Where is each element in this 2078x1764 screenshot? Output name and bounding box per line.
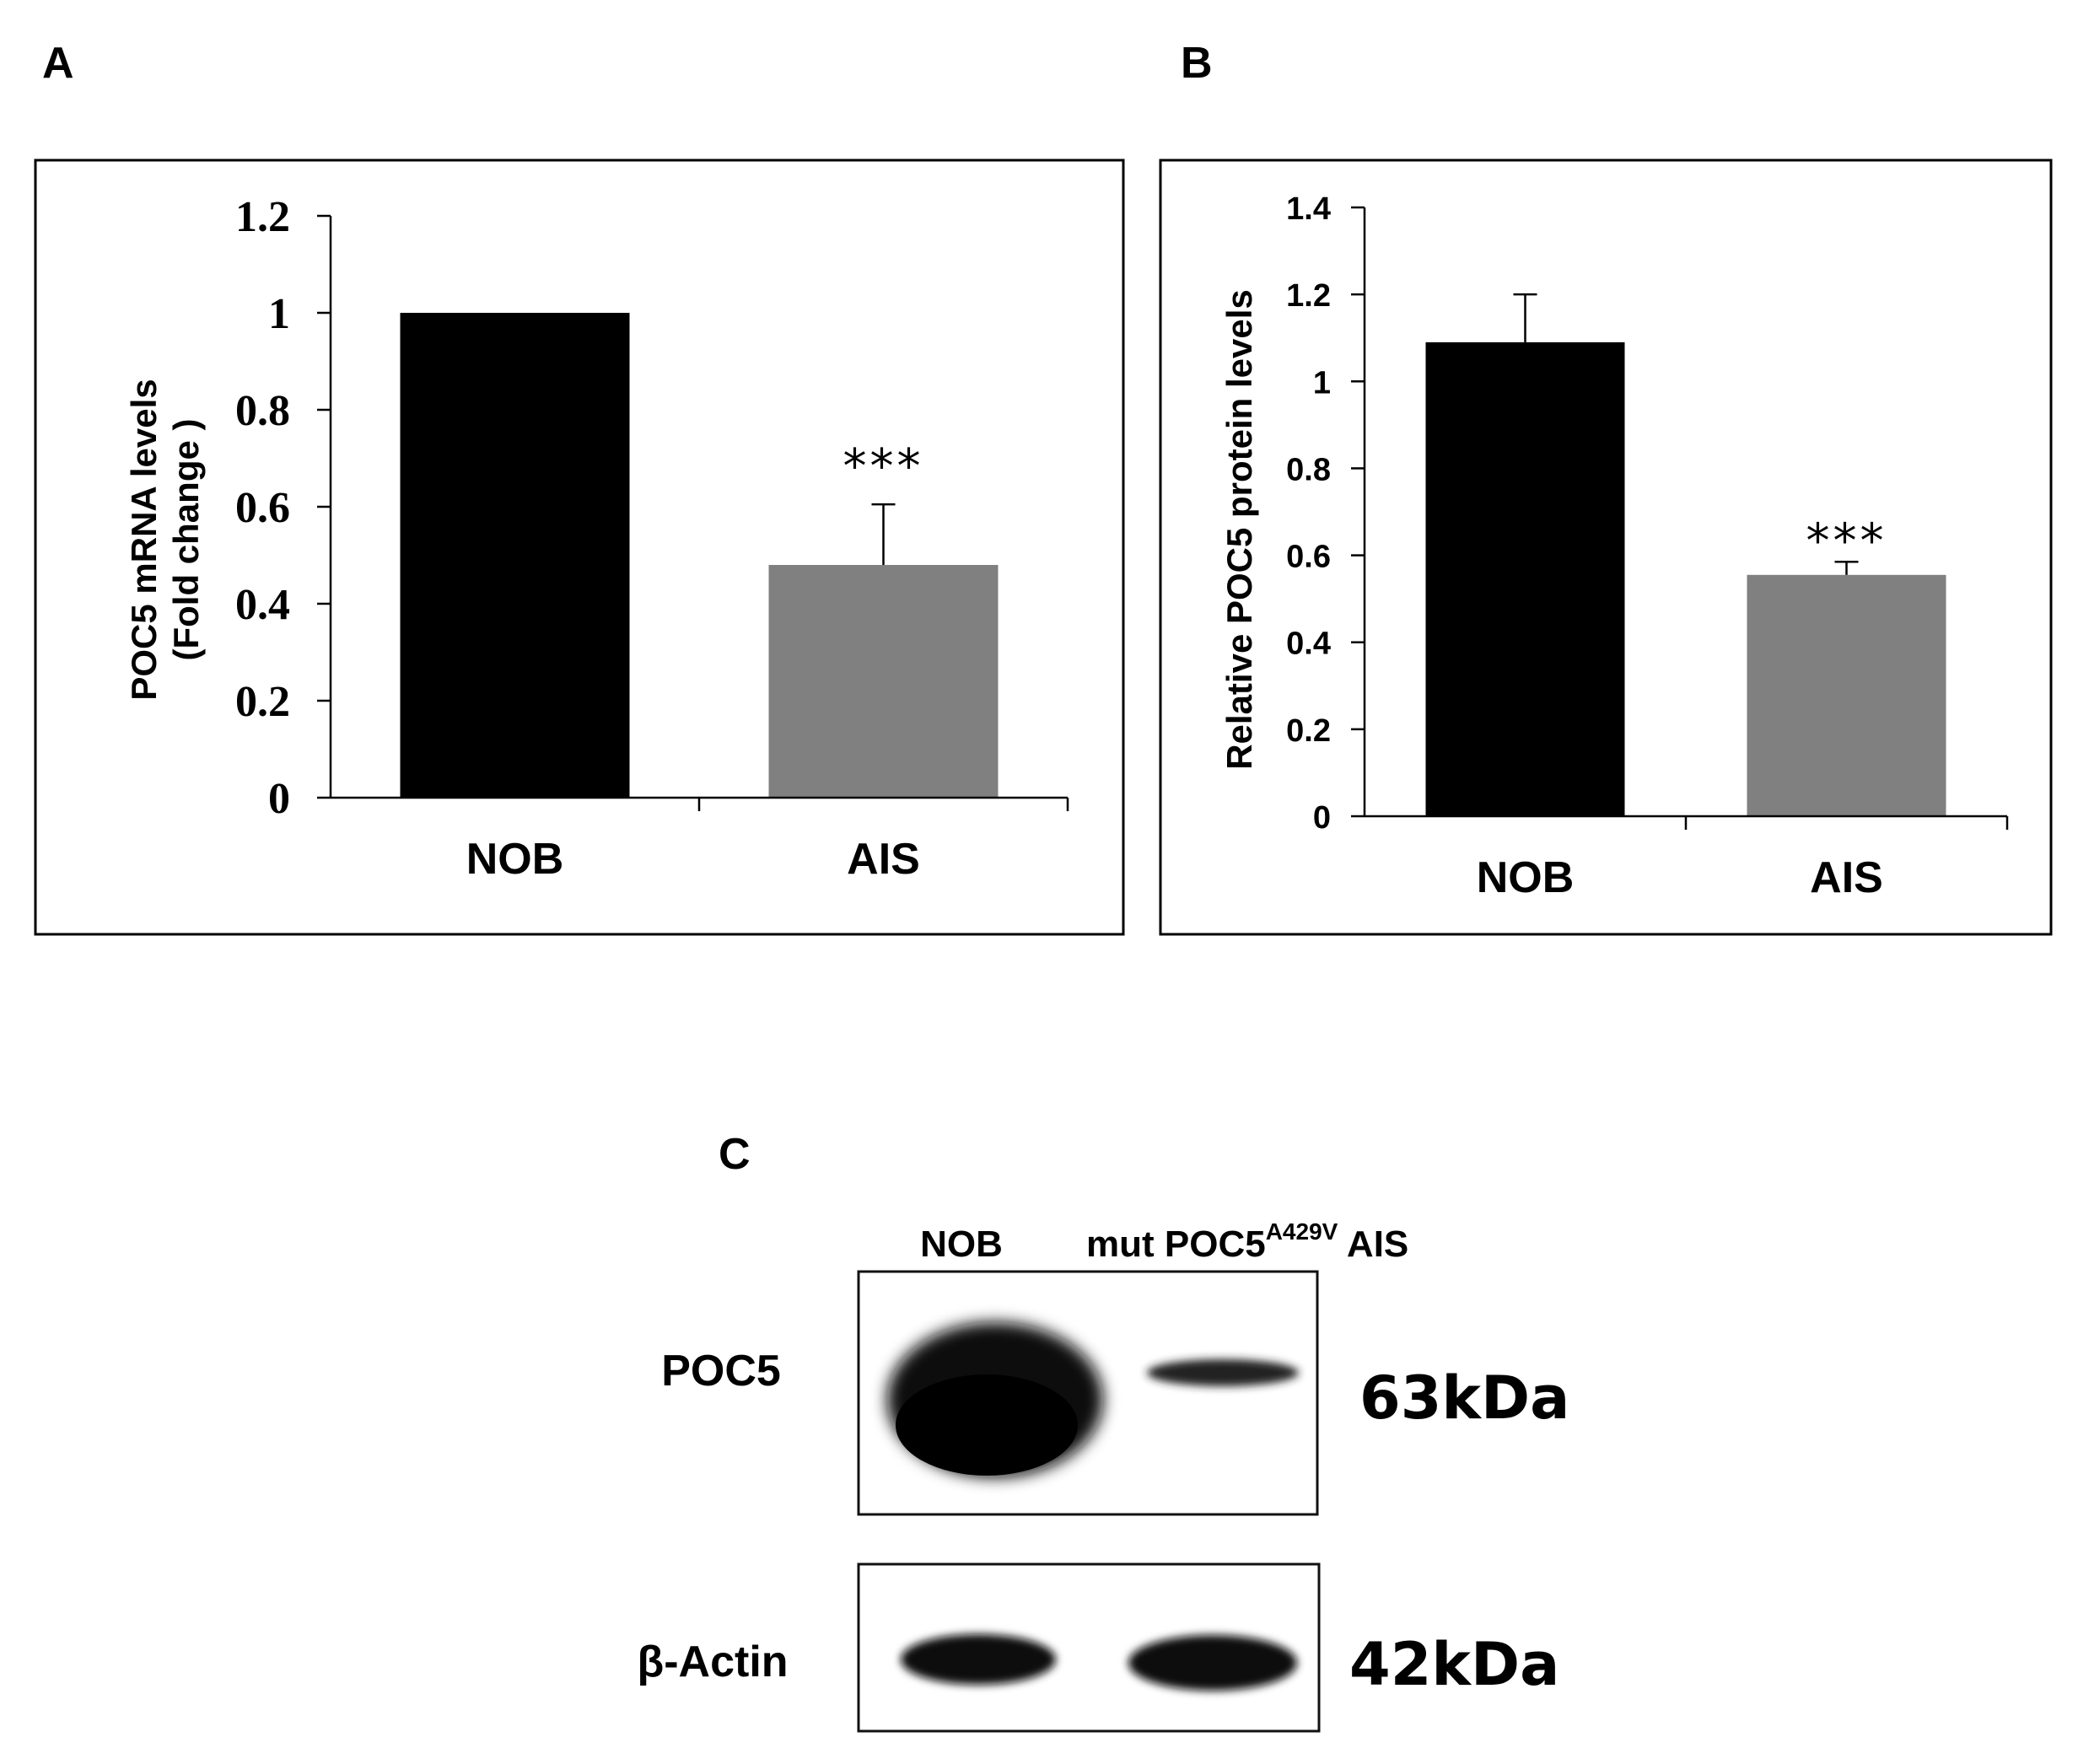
- chart-1-significance-1: ***: [1806, 514, 1887, 568]
- blot-poc5-band-ais: [1147, 1359, 1299, 1386]
- chart-1-xtick-1: AIS: [1810, 853, 1883, 902]
- chart-1-bar-0: [1425, 342, 1625, 816]
- blot-poc5-band-nob: [887, 1322, 1103, 1477]
- chart-1-ytick-2: 0.4: [1286, 627, 1331, 662]
- chart-0-ytick-1: 0.2: [235, 678, 290, 726]
- panel-b-ylabel: Relative POC5 protein levels: [1219, 289, 1259, 770]
- chart-0-ytick-4: 0.8: [235, 387, 290, 435]
- blot-actin-band-nob: [901, 1634, 1056, 1685]
- chart-1-ytick-4: 0.8: [1286, 452, 1331, 487]
- panel-b-letter: B: [1181, 39, 1213, 88]
- chart-1-ytick-1: 0.2: [1286, 713, 1331, 749]
- panel-a-ylabel-line2: (Fold change ): [166, 419, 206, 661]
- chart-0-ytick-3: 0.6: [235, 484, 290, 532]
- chart-1-xtick-0: NOB: [1477, 853, 1575, 902]
- blot-poc5-label: POC5: [661, 1347, 781, 1396]
- blot-lane-nob: NOB: [920, 1224, 1003, 1265]
- chart-0-significance-1: ***: [843, 439, 924, 494]
- chart-1-ytick-3: 0.6: [1286, 540, 1331, 575]
- panel-a-ylabel-line1: POC5 mRNA levels: [124, 379, 164, 700]
- blot-lane-mut-ais: mut POC5A429V AIS: [1086, 1218, 1408, 1265]
- panel-a-chart: NOB *** AIS 0 0.2 0.4 0.6 0.8 1 1.2: [235, 193, 1069, 884]
- chart-0-xtick-0: NOB: [466, 835, 564, 884]
- panel-b-frame: [1159, 159, 2053, 936]
- chart-0-bar-0: [400, 313, 630, 798]
- chart-0-ytick-0: 0: [268, 775, 290, 823]
- chart-0-ytick-5: 1: [268, 290, 290, 338]
- blot-actin-band-ais: [1128, 1635, 1297, 1691]
- chart-0-bar-1: [768, 565, 999, 798]
- blot-actin-label: β-Actin: [637, 1638, 788, 1686]
- blot-poc5-size: 63kDa: [1359, 1363, 1569, 1433]
- panel-c-letter: C: [719, 1130, 751, 1179]
- chart-0-xtick-1: AIS: [847, 835, 920, 884]
- chart-1-ytick-7: 1.4: [1286, 191, 1331, 227]
- chart-1-bar-1: [1747, 574, 1946, 816]
- chart-1-ytick-5: 1: [1313, 365, 1331, 401]
- panel-b-chart: NOB *** AIS 0 0.2 0.4 0.6 0.8 1 1.2 1.4: [1286, 191, 2009, 902]
- chart-1-ytick-0: 0: [1313, 800, 1331, 836]
- chart-1-ytick-6: 1.2: [1286, 278, 1331, 314]
- panel-a-letter: A: [42, 39, 74, 88]
- chart-0-ytick-2: 0.4: [235, 581, 290, 629]
- panel-a-frame: [34, 159, 1125, 936]
- blot-actin-size: 42kDa: [1349, 1630, 1559, 1699]
- chart-0-ytick-6: 1.2: [235, 193, 290, 241]
